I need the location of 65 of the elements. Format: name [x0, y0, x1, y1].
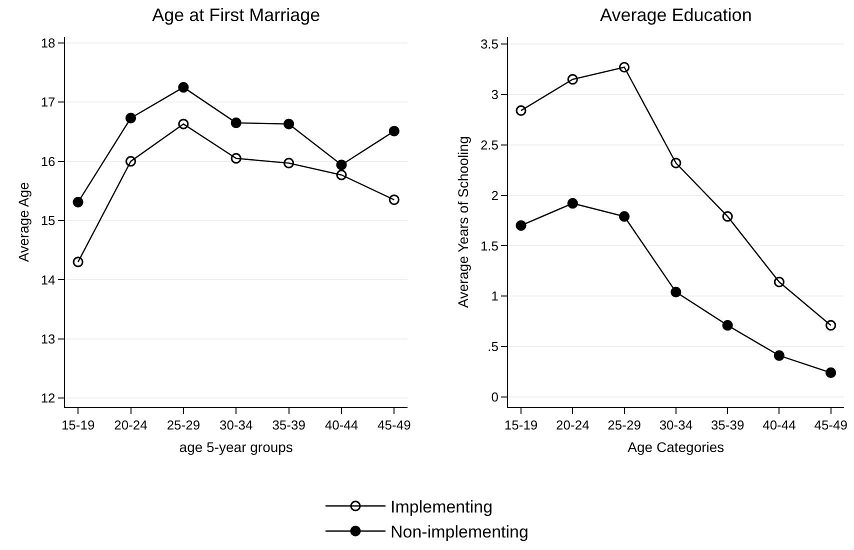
y-tick-label: .5 — [488, 339, 499, 354]
point — [670, 286, 682, 298]
point — [826, 320, 836, 331]
x-tick-label: 20-24 — [114, 418, 148, 433]
point — [826, 367, 836, 378]
y-tick-label: 18 — [40, 35, 56, 50]
point — [722, 211, 733, 222]
y-tick-label: 13 — [40, 331, 56, 346]
point — [284, 118, 294, 130]
point — [72, 196, 84, 208]
x-tick-label: 40-44 — [762, 418, 796, 433]
y-tick-label: 16 — [40, 154, 56, 169]
point — [72, 256, 84, 268]
point — [619, 62, 630, 73]
x-tick-label: 35-39 — [272, 418, 306, 433]
y-tick-label: 17 — [40, 94, 56, 110]
y-tick-label: 2 — [491, 188, 499, 203]
x-tick-label: 15-19 — [61, 418, 95, 433]
y-axis-title: Average Years of Schooling — [455, 136, 472, 308]
y-tick-label: 12 — [40, 390, 56, 406]
point — [388, 126, 400, 136]
point — [774, 276, 785, 288]
x-tick-label: 15-19 — [504, 418, 538, 433]
point — [125, 156, 136, 167]
point — [230, 118, 242, 128]
point — [336, 160, 347, 170]
x-tick-label: 35-39 — [710, 418, 744, 433]
point — [722, 320, 733, 331]
y-tick-label: 0 — [491, 389, 499, 404]
y-tick-label: 2.5 — [480, 137, 499, 152]
legend-label: Implementing — [390, 498, 493, 517]
chart-title: Age at First Marriage — [152, 4, 320, 25]
y-axis-title: Average Age — [15, 182, 32, 262]
point — [125, 112, 136, 124]
point — [230, 153, 242, 164]
y-tick-label: 15 — [40, 213, 56, 228]
y-tick-label: 1.5 — [480, 238, 499, 254]
y-tick-label: 14 — [40, 272, 56, 288]
point — [670, 158, 682, 168]
x-tick-label: 40-44 — [324, 418, 358, 433]
point — [178, 82, 189, 93]
x-tick-label: 30-34 — [659, 418, 693, 433]
x-tick-label: 45-49 — [378, 418, 411, 433]
legend-label: Non-implementing — [390, 522, 528, 542]
x-tick-label: 25-29 — [166, 418, 200, 433]
point — [336, 170, 347, 180]
x-axis-title: age 5-year groups — [179, 438, 293, 455]
point — [284, 158, 294, 168]
y-tick-label: 1 — [491, 288, 499, 304]
point — [388, 194, 400, 206]
point — [516, 220, 526, 231]
x-axis-title: Age Categories — [628, 438, 724, 455]
point — [774, 350, 785, 361]
x-tick-label: 30-34 — [220, 418, 253, 433]
y-tick-label: 3.5 — [480, 36, 499, 52]
point — [178, 118, 189, 130]
y-tick-label: 3 — [491, 87, 499, 102]
point — [619, 211, 630, 222]
x-tick-label: 45-49 — [814, 418, 848, 433]
point — [567, 74, 578, 85]
point — [516, 105, 526, 116]
point — [567, 198, 578, 209]
chart-title: Average Education — [600, 4, 752, 25]
x-tick-label: 20-24 — [556, 418, 590, 433]
x-tick-label: 25-29 — [608, 418, 641, 433]
